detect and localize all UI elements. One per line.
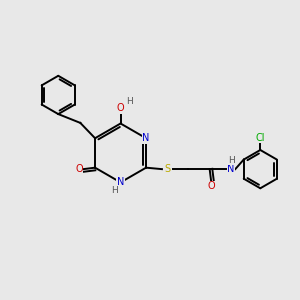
Text: N: N <box>142 133 150 143</box>
Text: H: H <box>126 97 133 106</box>
Text: O: O <box>75 164 83 174</box>
Text: Cl: Cl <box>256 133 265 142</box>
Text: N: N <box>227 164 235 174</box>
Text: O: O <box>117 103 124 113</box>
Text: H: H <box>111 186 118 195</box>
Text: S: S <box>164 164 170 174</box>
Text: N: N <box>117 177 124 188</box>
Text: O: O <box>207 181 215 191</box>
Text: H: H <box>228 156 235 165</box>
